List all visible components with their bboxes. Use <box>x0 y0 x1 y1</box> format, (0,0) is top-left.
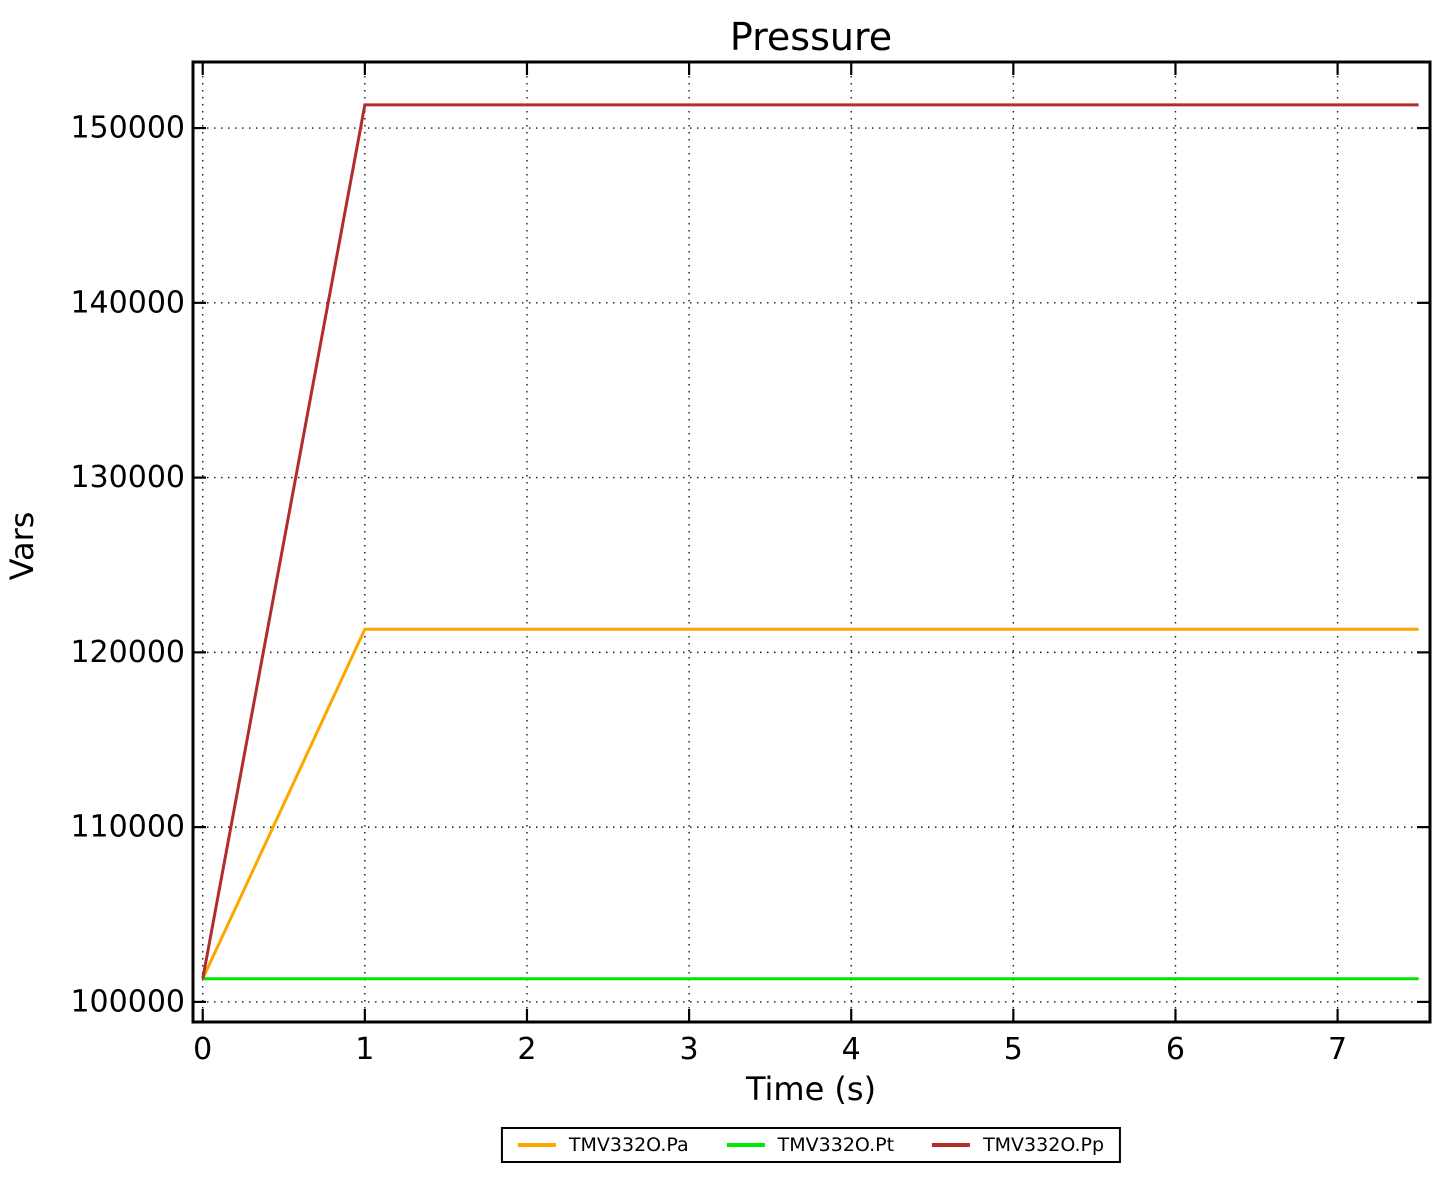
x-tick-label: 6 <box>1166 1032 1185 1067</box>
legend: TMV332O.Pa TMV332O.Pt TMV332O.Pp <box>500 1127 1122 1163</box>
legend-label-pa: TMV332O.Pa <box>568 1134 689 1156</box>
legend-swatch-pt <box>726 1143 765 1147</box>
y-tick-label: 110000 <box>70 810 185 845</box>
plot-border <box>191 60 1432 1024</box>
y-tick-label: 100000 <box>70 984 185 1019</box>
x-tick-label: 4 <box>842 1032 861 1067</box>
x-tick-label: 7 <box>1328 1032 1347 1067</box>
series-line-TMV332O.Pp <box>201 103 1419 980</box>
series-lines <box>201 103 1419 981</box>
gridlines <box>193 62 1430 1022</box>
y-tick-label: 140000 <box>70 285 185 320</box>
y-axis-label: Vars <box>3 512 41 581</box>
chart-title: Pressure <box>730 15 892 59</box>
x-tick-label: 2 <box>517 1032 536 1067</box>
x-axis-label: Time (s) <box>745 1070 876 1108</box>
legend-item-pp: TMV332O.Pp <box>932 1134 1104 1156</box>
x-tick-label: 5 <box>1004 1032 1023 1067</box>
series-line-TMV332O.Pa <box>201 627 1419 980</box>
x-tick-label: 1 <box>355 1032 374 1067</box>
x-tick-label: 0 <box>193 1032 212 1067</box>
tick-labels: 0 1 2 3 4 5 6 7 100000 110000 120000 130000 140000 15… <box>70 111 1347 1067</box>
axis-ticks <box>193 62 1430 1022</box>
y-tick-label: 120000 <box>70 635 185 670</box>
legend-label-pt: TMV332O.Pt <box>777 1134 895 1156</box>
x-tick-label: 3 <box>680 1032 699 1067</box>
legend-label-pp: TMV332O.Pp <box>983 1134 1105 1156</box>
y-tick-label: 150000 <box>70 111 185 146</box>
legend-item-pt: TMV332O.Pt <box>726 1134 895 1156</box>
legend-item-pa: TMV332O.Pa <box>517 1134 689 1156</box>
legend-swatch-pa <box>517 1143 556 1147</box>
y-tick-label: 130000 <box>70 460 185 495</box>
legend-swatch-pp <box>932 1143 971 1147</box>
